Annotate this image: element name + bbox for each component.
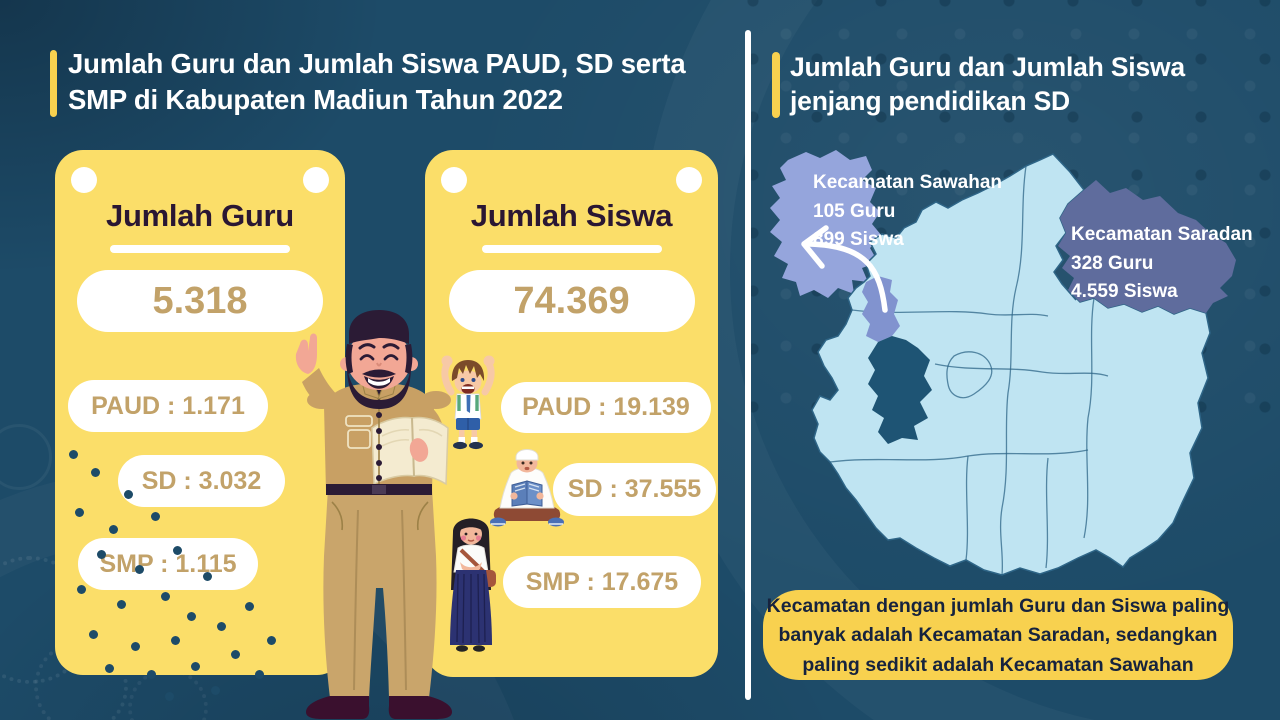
kabupaten-madiun-map (770, 150, 1236, 576)
note-line3: paling sedikit adalah Kecamatan Sawahan (802, 653, 1194, 676)
saradan-name: Kecamatan Saradan (1071, 224, 1253, 245)
siswa-paud-pill: PAUD : 19.139 (501, 382, 711, 433)
region-sawahan (862, 276, 900, 342)
decor-ring (128, 668, 208, 720)
card-dot-pattern (69, 450, 78, 459)
card-underline (481, 245, 662, 253)
guru-card: Jumlah Guru 5.318 PAUD : 1.171 SD : 3.03… (55, 150, 345, 675)
card-corner-dot (441, 167, 467, 193)
region-saradan (1058, 180, 1236, 314)
card-corner-dot (71, 167, 97, 193)
guru-smp-pill: SMP : 1.115 (78, 538, 258, 590)
card-corner-dot (303, 167, 329, 193)
left-title-line1: Jumlah Guru dan Jumlah Siswa PAUD, SD se… (68, 48, 686, 79)
decor-ring (0, 424, 52, 490)
right-title-accent-bar (772, 52, 780, 118)
guru-total: 5.318 (77, 270, 323, 332)
reading-boy-illustration (490, 449, 564, 527)
siswa-smp-pill: SMP : 17.675 (503, 556, 701, 608)
sawahan-siswa: 899 Siswa (813, 229, 904, 250)
region-sawahan-enlarged (770, 150, 882, 298)
right-title-line2: jenjang pendidikan SD (790, 86, 1070, 116)
curved-arrow-icon (801, 225, 888, 313)
section-divider (745, 30, 751, 700)
sawahan-guru: 105 Guru (813, 200, 896, 222)
siswa-total: 74.369 (448, 270, 695, 332)
card-corner-dot (676, 167, 702, 193)
saradan-label: Kecamatan Saradan 328 Guru 4.559 Siswa (1071, 221, 1280, 307)
left-section-title: Jumlah Guru dan Jumlah Siswa PAUD, SD se… (68, 46, 728, 118)
sawahan-label: Kecamatan Sawahan 105 Guru 899 Siswa (813, 169, 1043, 255)
schoolgirl-illustration (450, 518, 496, 652)
sawahan-name: Kecamatan Sawahan (813, 172, 1003, 193)
siswa-sd-pill: SD : 37.555 (553, 463, 716, 516)
teacher-illustration (295, 310, 452, 719)
left-title-line2: SMP di Kabupaten Madiun Tahun 2022 (68, 84, 563, 115)
card-underline (110, 245, 290, 253)
right-section-title: Jumlah Guru dan Jumlah Siswa jenjang pen… (790, 50, 1250, 118)
cheering-boy-illustration (441, 355, 495, 450)
siswa-card-title: Jumlah Siswa (470, 198, 673, 233)
note-line1: Kecamatan dengan jumlah Guru dan Siswa p… (766, 594, 1230, 617)
note-line2: banyak adalah Kecamatan Saradan, sedangk… (778, 624, 1218, 647)
saradan-siswa: 4.559 Siswa (1071, 281, 1178, 302)
region-kota-madiun-enclave (868, 336, 932, 444)
guru-card-title: Jumlah Guru (106, 198, 294, 233)
right-title-line1: Jumlah Guru dan Jumlah Siswa (790, 52, 1185, 82)
conclusion-note: Kecamatan dengan jumlah Guru dan Siswa p… (763, 590, 1233, 680)
guru-sd-pill: SD : 3.032 (118, 455, 285, 507)
left-title-accent-bar (50, 50, 57, 117)
saradan-guru: 328 Guru (1071, 252, 1154, 274)
guru-paud-pill: PAUD : 1.171 (68, 380, 268, 432)
